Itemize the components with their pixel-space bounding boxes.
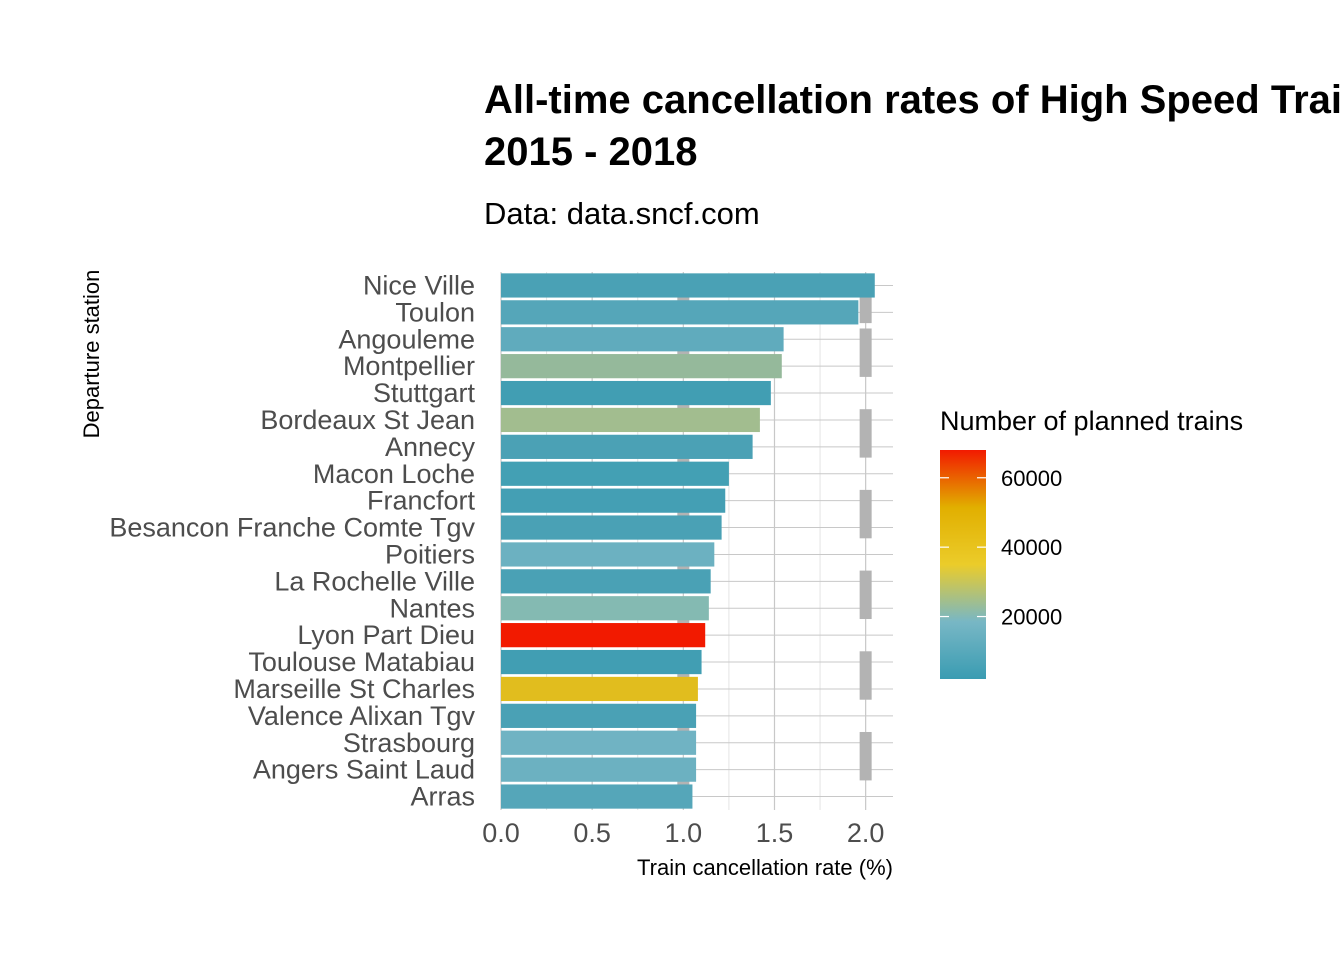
y-axis-title: Departure station [79,270,104,439]
y-tick-label: Lyon Part Dieu [297,620,475,650]
legend: Number of planned trains 20000 40000 60000 [940,406,1243,679]
y-tick-label: Toulouse Matabiau [248,647,475,677]
grid-lines [500,272,893,810]
y-tick-label: Montpellier [343,351,475,381]
bar [501,407,760,433]
background-marker [859,570,872,620]
x-tick-label: 2.0 [847,818,885,848]
bar [501,649,702,675]
x-axis-title: Train cancellation rate (%) [637,855,893,880]
x-tick-label: 0.0 [482,818,520,848]
bar [501,354,782,379]
legend-tick-label: 60000 [1001,466,1062,491]
y-tick-label: Toulon [395,297,475,327]
y-tick-label: Bordeaux St Jean [260,405,475,435]
y-tick-label: Besancon Franche Comte Tgv [109,513,475,543]
bar [501,542,715,567]
x-tick-label: 1.0 [665,818,703,848]
bar [501,569,711,594]
y-tick-label: Marseille St Charles [233,674,475,704]
x-tick-label: 1.5 [756,818,794,848]
y-tick-label: Nantes [389,593,475,623]
background-marker [859,651,872,700]
y-tick-label: Valence Alixan Tgv [248,701,476,731]
chart-subtitle: Data: data.sncf.com [484,196,760,231]
x-axis-tick-labels: 0.0 0.5 1.0 1.5 2.0 [482,818,884,848]
chart-title-line-2: 2015 - 2018 [484,130,698,174]
legend-tick-label: 20000 [1001,605,1062,630]
bar [501,623,706,648]
y-tick-label: Nice Ville [363,270,475,300]
legend-colorbar [940,450,986,679]
y-tick-label: Poitiers [385,539,475,569]
y-tick-label: Arras [410,782,475,812]
background-marker [859,328,872,377]
background-marker [859,731,872,781]
background-marker [859,409,872,458]
legend-title: Number of planned trains [940,406,1243,436]
chart-title-line-1: All-time cancellation rates of High Spee… [484,78,1344,122]
y-tick-label: Annecy [385,432,476,462]
bar [501,515,722,540]
y-tick-label: Angouleme [338,324,475,354]
legend-tick-label: 40000 [1001,535,1062,560]
bar [501,757,697,782]
bar [501,703,697,728]
bar [501,488,726,513]
x-tick-label: 0.5 [573,818,611,848]
y-tick-label: Stuttgart [373,378,476,408]
y-tick-label: Angers Saint Laud [253,755,475,785]
bar [501,676,698,702]
bar [501,434,753,459]
bars [501,273,875,809]
y-tick-label: Macon Loche [313,459,475,489]
y-axis-tick-labels: Nice VilleToulonAngoulemeMontpellierStut… [109,270,475,811]
bar [501,596,709,621]
y-tick-label: La Rochelle Ville [274,566,475,596]
y-tick-label: Strasbourg [343,728,475,758]
bar [501,300,859,325]
bar [501,380,771,406]
bar [501,461,729,486]
bar [501,784,693,809]
y-tick-label: Francfort [367,486,476,516]
bar [501,327,784,352]
chart-title: All-time cancellation rates of High Spee… [484,74,1344,178]
bar [501,730,697,755]
background-marker [859,489,872,539]
legend-ticks: 20000 40000 60000 [940,466,1062,630]
bar [501,273,875,298]
